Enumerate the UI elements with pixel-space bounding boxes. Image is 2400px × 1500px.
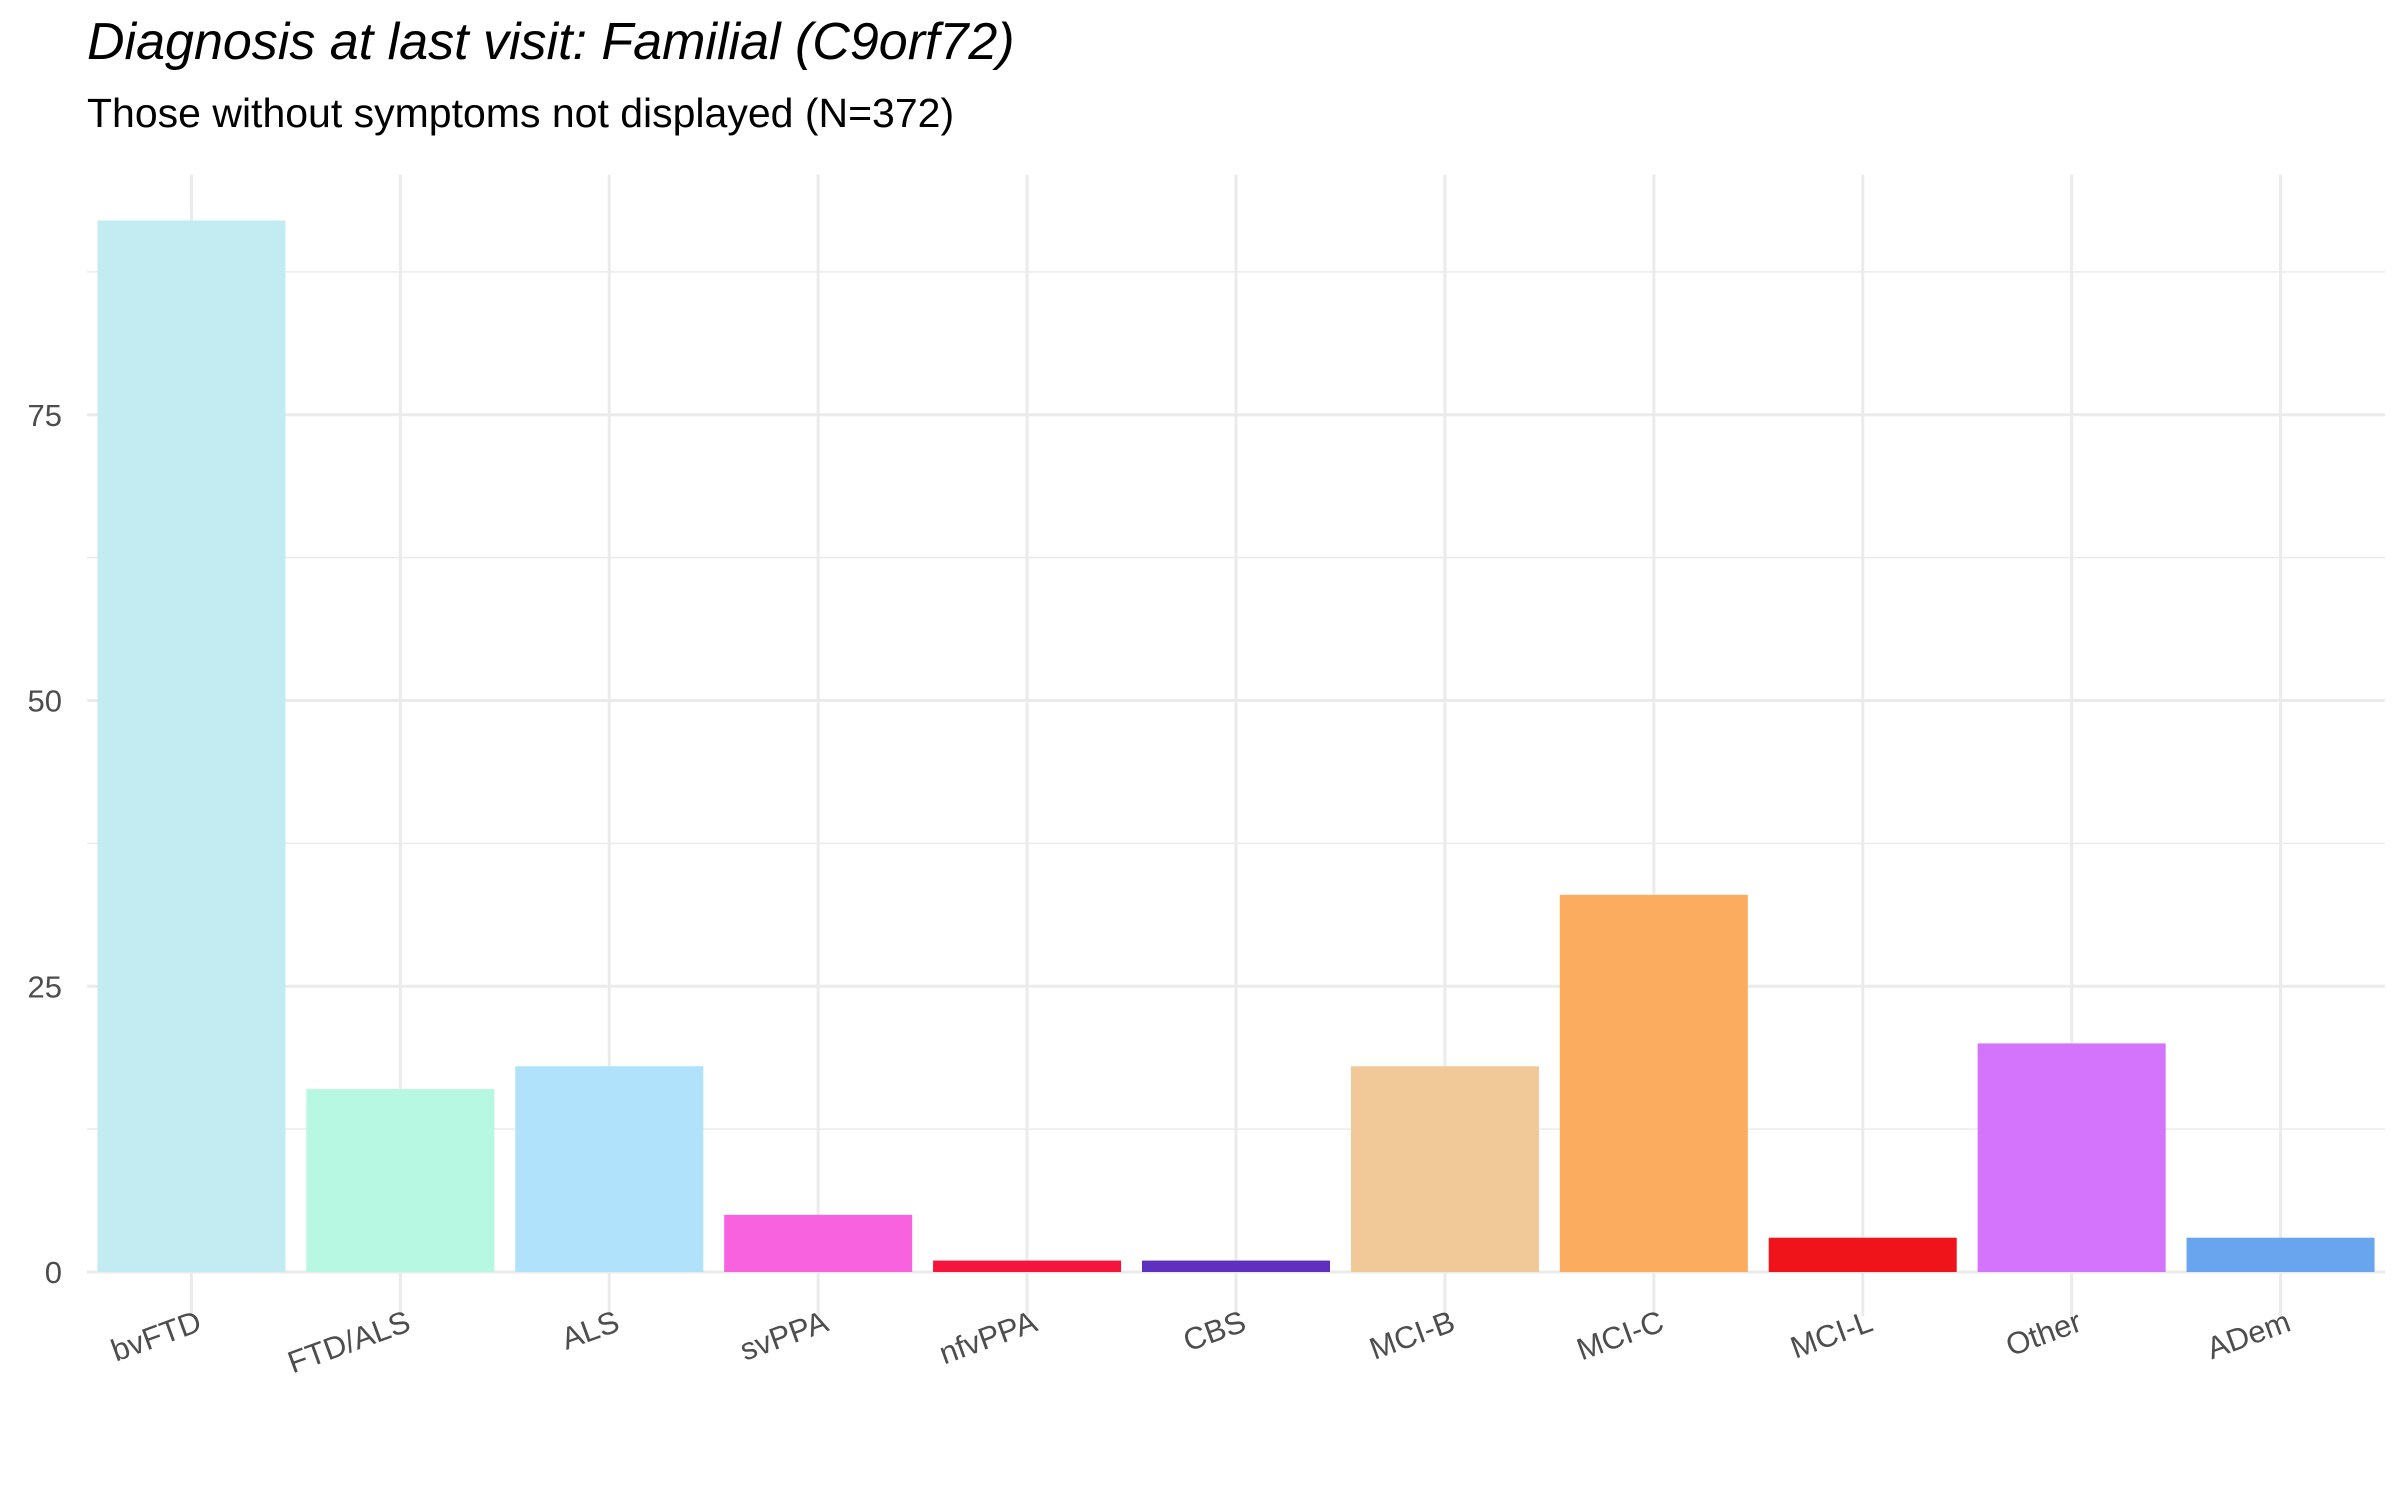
bar-nfvppa: [933, 1260, 1122, 1272]
y-axis-ticks: 0 25 50 75: [28, 398, 62, 1290]
x-tick-label: CBS: [1179, 1304, 1251, 1359]
bar-mci-b: [1350, 1066, 1539, 1272]
x-tick-label: nfvPPA: [935, 1304, 1042, 1372]
x-tick-label: MCI-B: [1365, 1304, 1460, 1367]
x-tick-label: FTD/ALS: [283, 1304, 415, 1380]
x-tick-label: MCI-C: [1572, 1304, 1668, 1368]
bar-adem: [2186, 1237, 2375, 1272]
chart-subtitle: Those without symptoms not displayed (N=…: [87, 90, 955, 136]
bar-mci-l: [1768, 1237, 1957, 1272]
x-tick-label: MCI-L: [1786, 1304, 1877, 1366]
bar-mci-c: [1559, 894, 1748, 1272]
bar-ftd-als: [306, 1089, 495, 1272]
x-tick-label: Other: [2001, 1304, 2086, 1363]
x-tick-label: ADem: [2202, 1304, 2295, 1366]
y-tick-label: 50: [28, 684, 62, 719]
x-axis-ticks: bvFTD FTD/ALS ALS svPPA nfvPPA CBS MCI-B MCI-C M…: [106, 1304, 2294, 1381]
x-tick-label: svPPA: [735, 1304, 833, 1368]
chart-title: Diagnosis at last visit: Familial (C9orf…: [87, 13, 1015, 71]
bar-svppa: [724, 1214, 913, 1272]
bar-bvftd: [97, 220, 286, 1273]
x-tick-label: bvFTD: [106, 1304, 205, 1369]
bar-als: [515, 1066, 704, 1272]
y-tick-label: 75: [28, 398, 62, 433]
bars: [97, 220, 2375, 1273]
bar-other: [1977, 1043, 2166, 1272]
y-tick-label: 0: [45, 1255, 62, 1290]
x-tick-label: ALS: [557, 1304, 624, 1357]
bar-cbs: [1141, 1260, 1331, 1272]
y-tick-label: 25: [28, 969, 62, 1004]
